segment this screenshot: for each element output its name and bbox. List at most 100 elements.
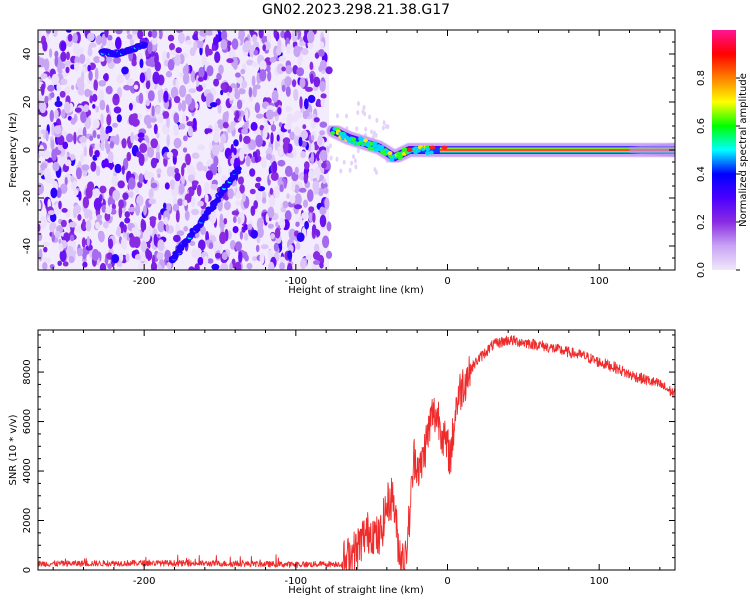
noise-speck bbox=[105, 85, 113, 95]
noise-speck bbox=[82, 196, 90, 209]
noise-speck bbox=[148, 188, 154, 199]
noise-speck bbox=[220, 82, 227, 91]
noise-speck bbox=[92, 93, 98, 102]
noise-speck bbox=[342, 159, 346, 165]
noise-speck bbox=[85, 219, 92, 232]
noise-speck bbox=[92, 104, 96, 109]
noise-speck bbox=[62, 261, 69, 267]
noise-speck bbox=[321, 162, 327, 169]
noise-speck bbox=[313, 260, 321, 265]
noise-speck bbox=[318, 256, 325, 263]
noise-speck bbox=[182, 72, 190, 85]
noise-speck bbox=[153, 123, 158, 135]
noise-speck bbox=[51, 148, 57, 162]
noise-speck bbox=[273, 242, 279, 252]
signal-blob bbox=[369, 146, 375, 151]
noise-speck bbox=[209, 102, 218, 108]
noise-speck bbox=[105, 128, 109, 135]
noise-speck bbox=[256, 217, 264, 231]
noise-speck bbox=[113, 106, 122, 114]
noise-speck bbox=[373, 167, 377, 173]
spectrogram-features bbox=[98, 41, 675, 264]
noise-speck bbox=[220, 262, 229, 270]
noise-speck bbox=[208, 242, 214, 250]
snr-y-tick-label: 0 bbox=[22, 567, 33, 573]
noise-speck bbox=[299, 96, 303, 109]
noise-speck bbox=[245, 109, 249, 122]
colorbar-tick-label: 0.2 bbox=[696, 214, 707, 230]
noise-speck bbox=[189, 240, 196, 246]
snr-x-ticks: -200 -100 0 100 bbox=[52, 330, 661, 587]
noise-speck bbox=[126, 78, 135, 86]
noise-speck bbox=[251, 62, 258, 68]
noise-speck bbox=[170, 49, 177, 56]
noise-speck bbox=[46, 30, 51, 34]
noise-speck bbox=[233, 147, 237, 156]
noise-speck bbox=[154, 52, 159, 65]
noise-speck bbox=[109, 141, 115, 149]
noise-speck bbox=[276, 63, 285, 75]
noise-speck bbox=[139, 72, 146, 83]
noise-speck bbox=[248, 87, 253, 98]
noise-speck bbox=[165, 70, 173, 78]
noise-speck bbox=[308, 206, 315, 213]
noise-speck bbox=[302, 110, 310, 118]
noise-speck bbox=[243, 224, 248, 231]
noise-speck bbox=[104, 139, 109, 150]
noise-speck bbox=[137, 30, 144, 40]
noise-speck bbox=[98, 89, 105, 102]
noise-speck bbox=[314, 52, 320, 59]
noise-speck bbox=[279, 256, 286, 264]
noise-speck bbox=[329, 143, 332, 149]
noise-speck bbox=[170, 86, 179, 99]
noise-speck bbox=[288, 228, 297, 241]
noise-speck bbox=[226, 58, 234, 64]
snr-y-ticks: 0 2000 4000 6000 8000 bbox=[22, 334, 675, 573]
noise-speck bbox=[78, 80, 85, 92]
noise-speck bbox=[284, 30, 292, 42]
noise-speck bbox=[300, 258, 307, 270]
noise-speck bbox=[74, 62, 80, 72]
colorbar-ticks: 0.0 0.2 0.4 0.6 0.8 bbox=[696, 70, 740, 278]
noise-speck bbox=[265, 153, 273, 161]
spectrogram-y-tick-label: 20 bbox=[22, 96, 33, 109]
noise-speck bbox=[140, 219, 147, 233]
noise-speck bbox=[167, 59, 175, 71]
noise-speck bbox=[284, 210, 292, 222]
snr-y-axis-label: SNR (10 * v/v) bbox=[8, 414, 19, 485]
noise-speck bbox=[210, 183, 218, 191]
noise-speck bbox=[153, 233, 158, 246]
noise-speck bbox=[95, 35, 103, 45]
snr-x-tick-label: 100 bbox=[590, 576, 609, 587]
noise-speck bbox=[293, 184, 300, 194]
noise-speck bbox=[270, 132, 274, 145]
noise-speck bbox=[297, 55, 302, 67]
noise-speck bbox=[56, 96, 60, 103]
noise-speck bbox=[126, 151, 132, 162]
noise-speck bbox=[63, 232, 70, 243]
noise-speck bbox=[178, 123, 186, 130]
noise-speck bbox=[128, 206, 136, 213]
noise-speck bbox=[276, 46, 282, 56]
noise-speck bbox=[291, 179, 296, 192]
noise-speck bbox=[130, 131, 135, 144]
noise-speck bbox=[247, 40, 252, 51]
noise-speck bbox=[140, 240, 148, 253]
noise-speck bbox=[73, 131, 77, 145]
signal-blob bbox=[351, 137, 357, 142]
noise-speck bbox=[364, 126, 368, 132]
noise-speck bbox=[59, 183, 68, 194]
noise-speck bbox=[49, 109, 54, 123]
spectrogram-x-tick-label: -100 bbox=[284, 276, 307, 287]
noise-speck bbox=[114, 163, 122, 174]
noise-speck bbox=[90, 161, 97, 172]
noise-speck bbox=[128, 177, 136, 190]
noise-speck bbox=[38, 94, 44, 101]
spectrogram-noise-field bbox=[38, 30, 390, 270]
noise-speck bbox=[240, 68, 246, 75]
noise-speck bbox=[85, 186, 93, 199]
noise-speck bbox=[203, 255, 209, 267]
noise-speck bbox=[190, 70, 196, 83]
noise-speck bbox=[83, 145, 88, 157]
noise-speck bbox=[261, 156, 267, 169]
